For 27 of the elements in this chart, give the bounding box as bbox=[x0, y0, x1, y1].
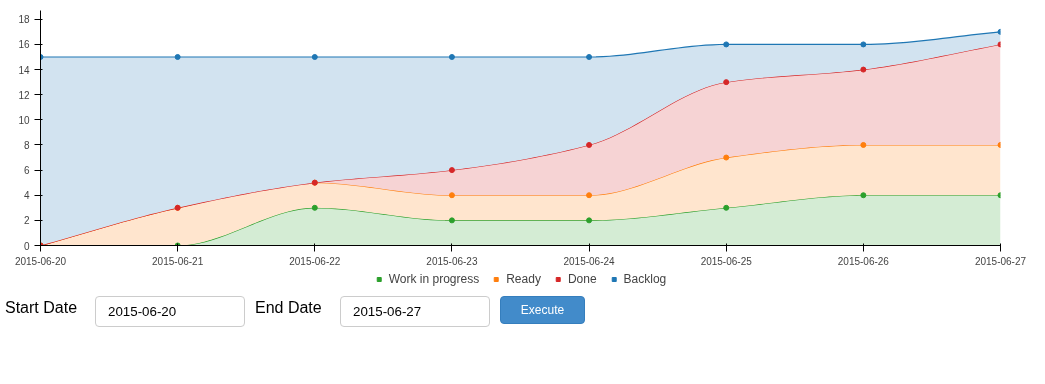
x-tick-label: 2015-06-21 bbox=[152, 255, 204, 267]
legend-label: Backlog bbox=[623, 272, 667, 286]
text: 2015-06-27 bbox=[340, 296, 490, 328]
y-tick-label: 6 bbox=[23, 165, 30, 177]
text: Execute bbox=[500, 296, 585, 324]
legend-label: Done bbox=[567, 272, 597, 286]
x-tick-label: 2015-06-26 bbox=[837, 255, 890, 267]
legend-label: Work in progress bbox=[388, 272, 480, 286]
y-tick-label: 10 bbox=[18, 114, 30, 126]
text: Start Date bbox=[5, 298, 78, 318]
y-tick-label: 14 bbox=[18, 64, 30, 76]
y-tick-label: 8 bbox=[23, 139, 30, 151]
x-tick-label: 2015-06-27 bbox=[974, 255, 1027, 267]
x-tick-label: 2015-06-24 bbox=[563, 255, 616, 267]
y-tick-label: 18 bbox=[18, 14, 30, 26]
legend-label: Ready bbox=[506, 272, 541, 286]
y-tick-label: 16 bbox=[18, 39, 30, 51]
text: End Date bbox=[255, 298, 322, 318]
y-tick-label: 0 bbox=[23, 240, 30, 252]
text: 2015-06-20 bbox=[95, 296, 245, 328]
y-tick-label: 4 bbox=[23, 190, 30, 202]
x-tick-label: 2015-06-25 bbox=[700, 255, 753, 267]
y-tick-label: 12 bbox=[18, 89, 30, 101]
x-tick-label: 2015-06-23 bbox=[426, 255, 478, 267]
y-tick-label: 2 bbox=[23, 215, 30, 227]
x-tick-label: 2015-06-20 bbox=[14, 255, 67, 267]
x-tick-label: 2015-06-22 bbox=[289, 255, 341, 267]
